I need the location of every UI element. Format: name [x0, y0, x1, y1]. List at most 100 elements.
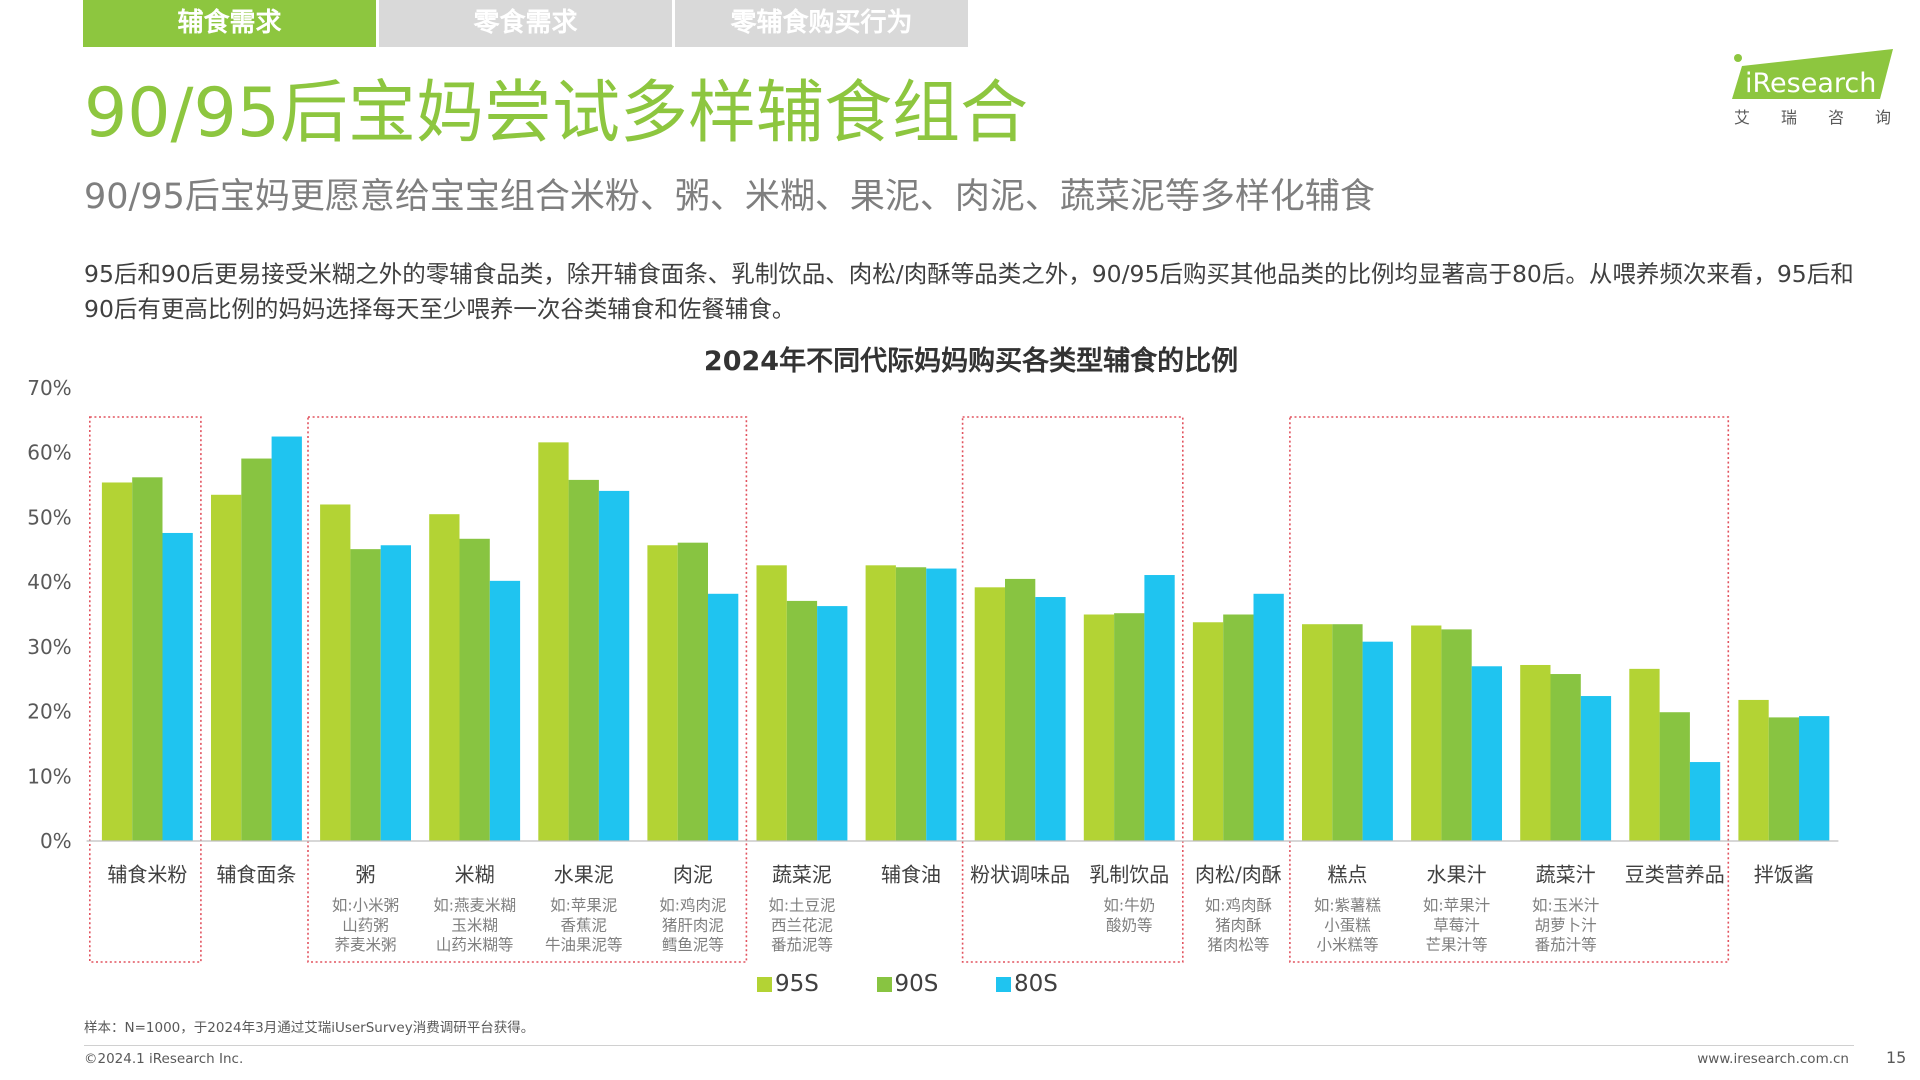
bar-95s-13	[1520, 664, 1551, 841]
category-label: 乳制饮品	[1089, 863, 1169, 887]
category-example: 西兰花泥	[771, 916, 833, 934]
category-label: 糕点	[1327, 863, 1367, 887]
bar-95s-7	[865, 565, 896, 841]
page-subtitle: 90/95后宝妈更愿意给宝宝组合米粉、粥、米糊、果泥、肉泥、蔬菜泥等多样化辅食	[84, 177, 1375, 217]
page-title: 90/95后宝妈尝试多样辅食组合	[84, 74, 1028, 153]
category-label: 粥	[356, 863, 376, 887]
category-label: 米糊	[455, 863, 495, 887]
footer-divider	[84, 1045, 1854, 1046]
category-label: 拌饭酱	[1754, 863, 1814, 887]
bar-chart: 0% 10% 20% 30% 40% 50% 60% 70% 辅食米粉 辅食面条 粥如:小米粥山药粥…	[27, 376, 1839, 963]
y-tick-label: 70%	[27, 376, 71, 400]
legend-label: 90S	[894, 971, 939, 997]
legend-item-95s: 95S	[757, 969, 877, 999]
category-example: 猪肝肉泥	[662, 916, 724, 934]
bar-80s-6	[817, 606, 848, 841]
bar-95s-0	[101, 482, 133, 841]
bar-80s-4	[598, 490, 630, 841]
category-example: 胡萝卜汁	[1535, 916, 1597, 934]
bar-80s-13	[1580, 696, 1612, 841]
category-label: 辅食面条	[216, 863, 296, 887]
category-example: 如:苹果泥	[550, 897, 617, 915]
bar-95s-5	[647, 545, 678, 841]
highlight-box	[307, 416, 748, 963]
series-90s	[132, 458, 1799, 841]
category-example: 如:玉米汁	[1532, 897, 1599, 915]
legend-swatch	[996, 976, 1011, 992]
bar-95s-12	[1411, 625, 1442, 841]
category-example: 玉米糊	[451, 916, 498, 934]
bar-95s-11	[1302, 624, 1333, 841]
category-label: 水果泥	[554, 863, 614, 887]
bar-80s-3	[489, 580, 521, 841]
y-tick-label: 0%	[40, 829, 72, 853]
bar-80s-8	[1035, 597, 1066, 841]
bar-90s-14	[1659, 712, 1690, 841]
logo-banner	[1732, 49, 1893, 99]
bar-95s-1	[211, 494, 242, 841]
bar-95s-3	[429, 514, 460, 841]
bar-90s-9	[1114, 613, 1145, 841]
highlight-boxes	[89, 416, 1730, 963]
y-tick-label: 10%	[27, 764, 71, 788]
category-label: 肉泥	[673, 863, 713, 887]
legend-swatch	[876, 976, 892, 992]
legend-swatch	[757, 976, 772, 992]
category-example: 如:紫薯糕	[1314, 897, 1381, 915]
bar-80s-9	[1144, 575, 1175, 841]
category-label: 粉状调味品	[970, 863, 1070, 887]
bar-95s-15	[1738, 699, 1769, 841]
category-label: 蔬菜汁	[1536, 863, 1596, 887]
bar-90s-15	[1768, 717, 1799, 841]
tab-complementary-food-demand[interactable]: 辅食需求	[83, 0, 376, 47]
highlight-box	[1289, 416, 1730, 963]
category-label: 水果汁	[1427, 863, 1487, 887]
bar-95s-9	[1083, 614, 1115, 841]
logo-cn-text: 艾瑞咨询	[1734, 108, 1908, 127]
bar-90s-2	[350, 549, 381, 841]
bar-95s-10	[1192, 622, 1224, 841]
bar-80s-14	[1689, 762, 1721, 841]
category-example: 如:鸡肉泥	[659, 897, 726, 915]
bar-80s-11	[1362, 641, 1393, 841]
y-tick-label: 20%	[27, 700, 71, 724]
bar-80s-2	[380, 545, 411, 841]
category-label: 豆类营养品	[1625, 863, 1725, 887]
bar-90s-3	[459, 538, 490, 841]
chart-legend: 95S 90S 80S	[757, 969, 1116, 999]
category-example: 如:土豆泥	[768, 897, 835, 915]
highlight-box	[89, 416, 202, 963]
bar-80s-1	[271, 436, 302, 841]
legend-item-80s: 80S	[996, 969, 1116, 999]
bar-90s-5	[677, 542, 708, 841]
logo-brand-text: iResearch	[1745, 68, 1876, 99]
category-example: 番茄泥等	[771, 936, 833, 954]
category-example: 番茄汁等	[1535, 936, 1597, 954]
category-label: 辅食米粉	[107, 863, 187, 887]
category-example: 山药粥	[342, 916, 389, 934]
category-example: 如:苹果汁	[1423, 897, 1490, 915]
highlight-box	[961, 416, 1184, 963]
legend-label: 80S	[1014, 971, 1058, 997]
tab-snack-demand[interactable]: 零食需求	[379, 0, 672, 47]
category-example: 如:燕麦米糊	[433, 897, 516, 915]
bar-90s-8	[1005, 578, 1036, 841]
bar-90s-10	[1223, 614, 1254, 841]
bar-90s-13	[1550, 674, 1581, 841]
section-tabs: 辅食需求 零食需求 零辅食购买行为	[83, 0, 968, 47]
category-example: 草莓汁	[1433, 916, 1480, 934]
category-label: 肉松/肉酥	[1195, 863, 1282, 887]
category-example: 酸奶等	[1106, 916, 1153, 934]
category-example: 芒果汁等	[1426, 936, 1488, 954]
tab-purchase-behavior[interactable]: 零辅食购买行为	[675, 0, 968, 47]
y-tick-label: 30%	[27, 635, 71, 659]
category-example: 猪肉松等	[1207, 936, 1269, 954]
bar-80s-5	[708, 593, 739, 841]
y-tick-label: 60%	[27, 441, 71, 465]
bar-80s-15	[1799, 716, 1830, 841]
category-label: 辅食油	[881, 863, 941, 887]
bar-80s-7	[926, 568, 957, 841]
bar-90s-12	[1441, 629, 1472, 841]
page-number: 15	[1886, 1048, 1907, 1067]
category-example: 荞麦米粥	[335, 936, 397, 954]
